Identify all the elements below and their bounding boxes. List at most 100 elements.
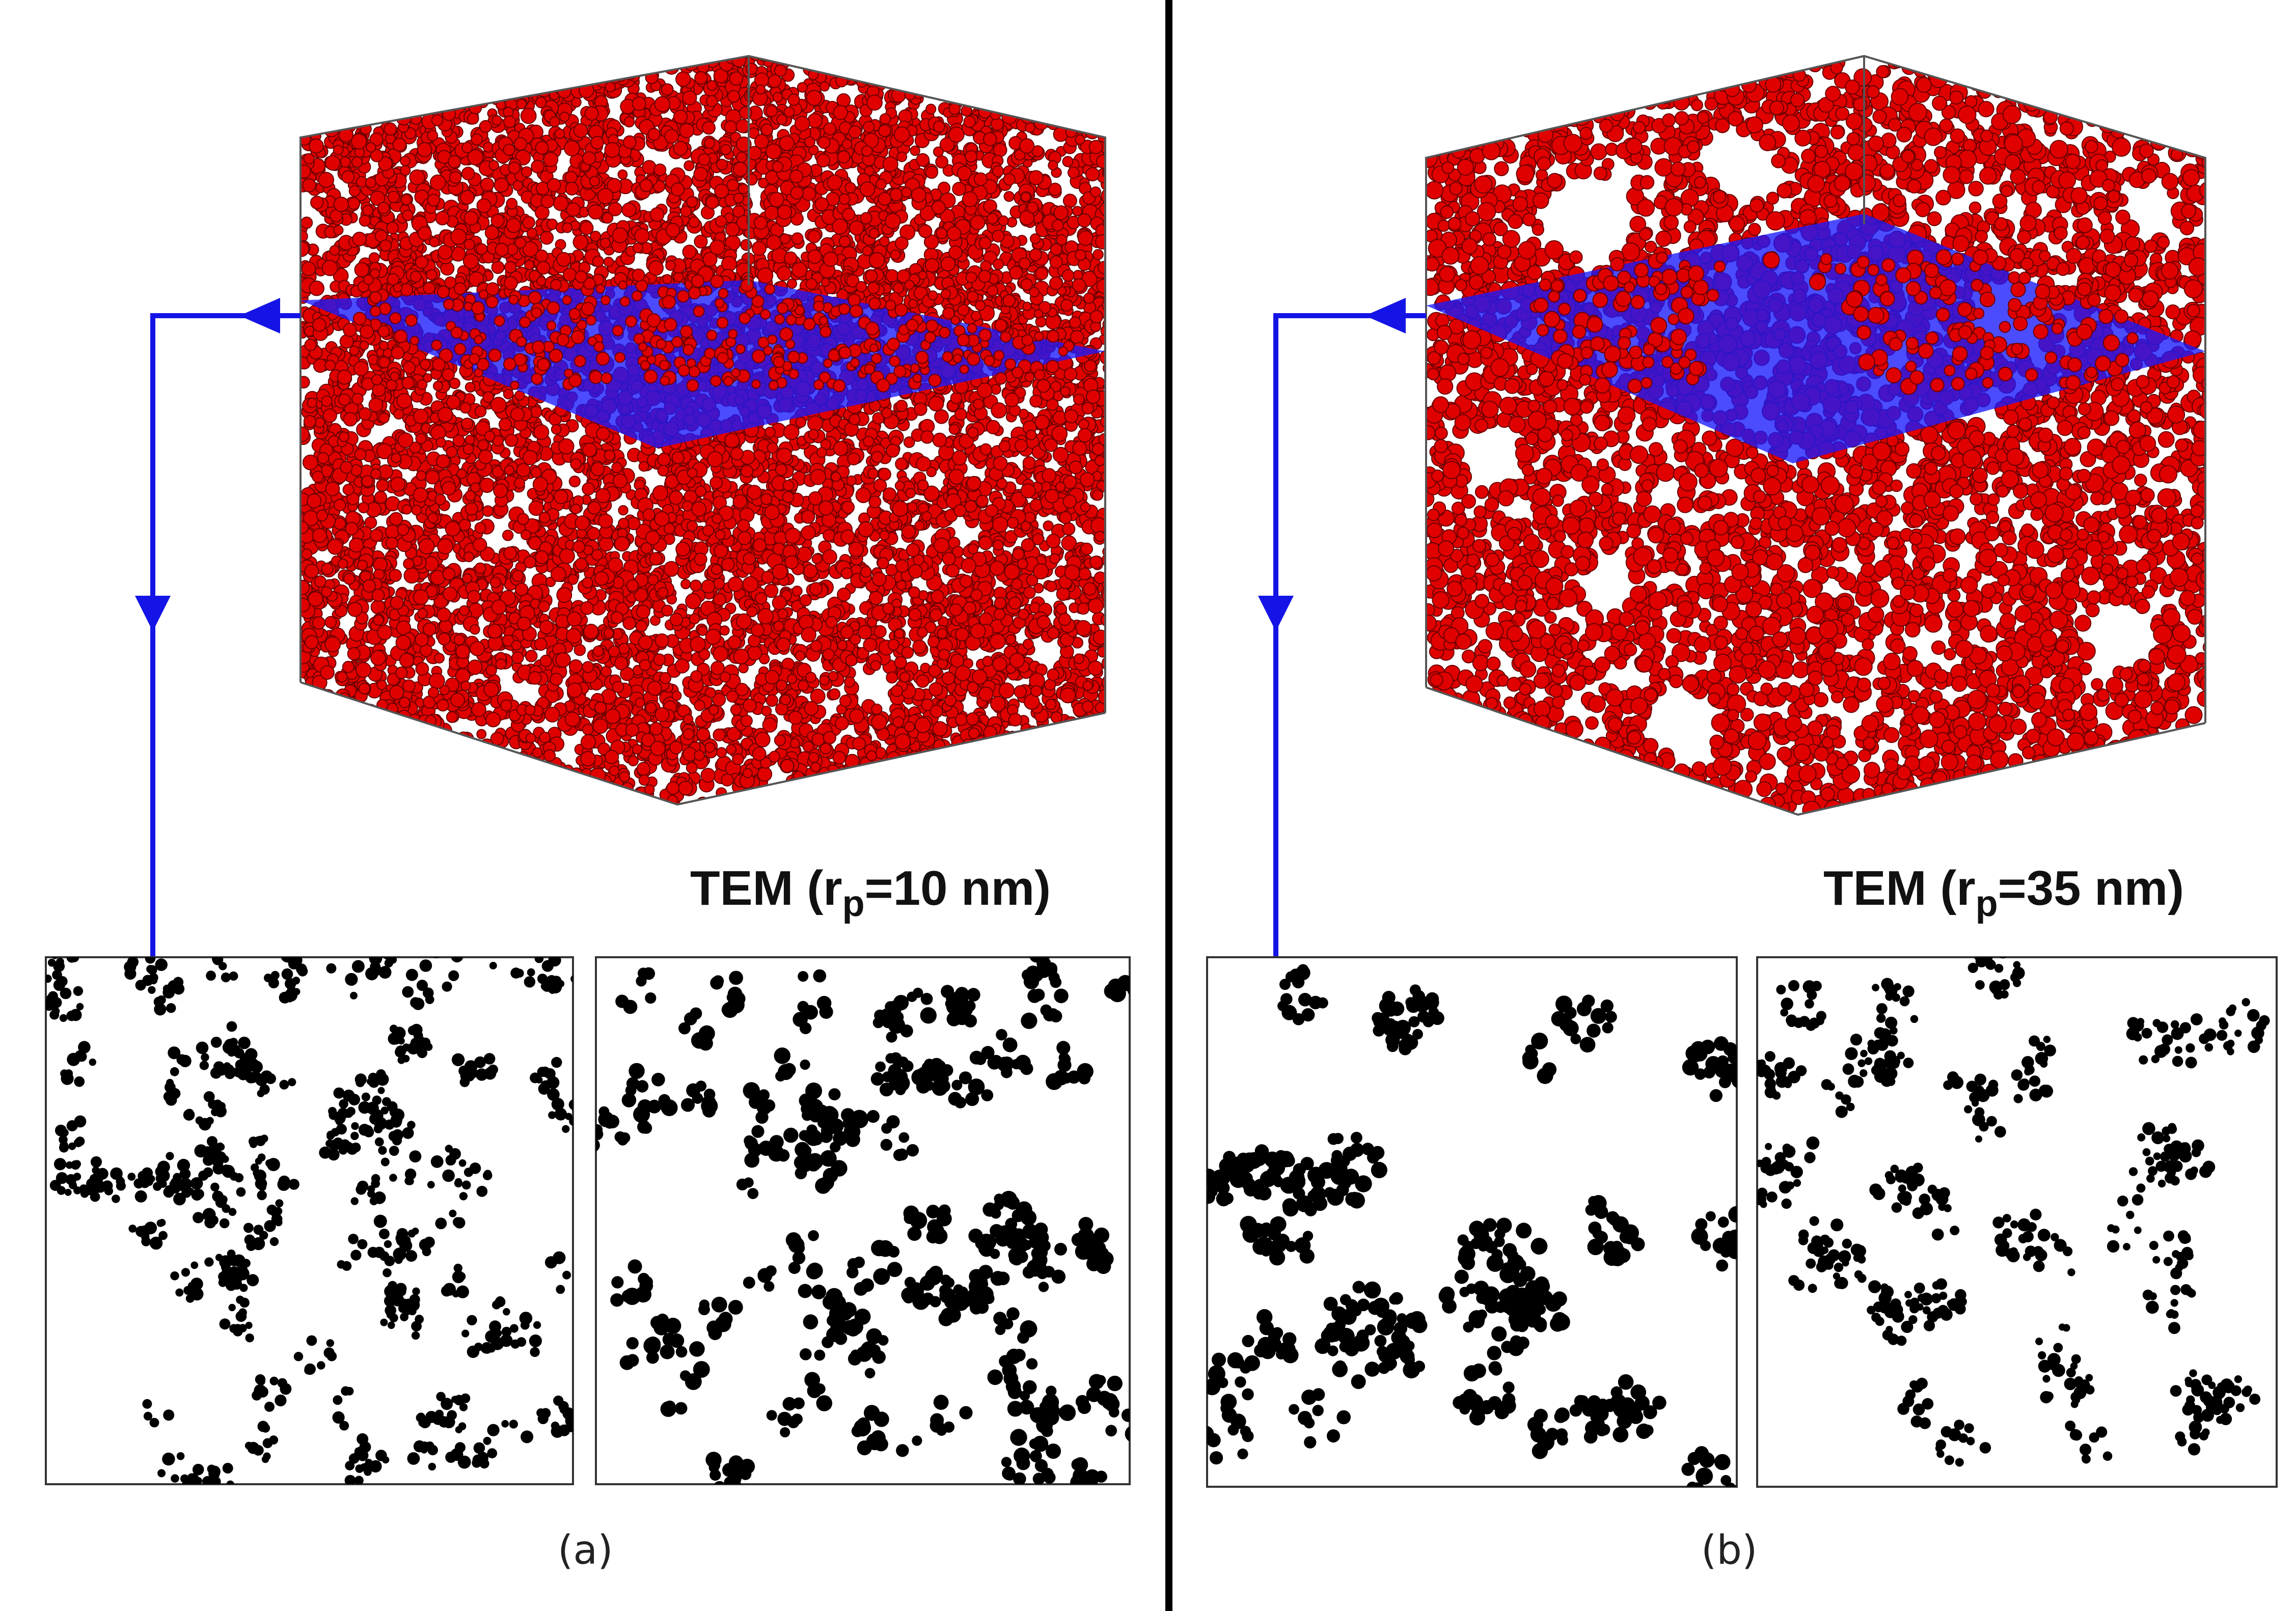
particle [482,56,499,59]
particle [368,101,380,114]
particle [1088,114,1099,125]
particle [370,719,385,733]
particle [1094,56,1105,63]
particle [326,758,343,774]
particle [918,790,928,800]
particle [999,95,1013,108]
particle [354,734,367,745]
particle [362,758,373,769]
particle [1017,87,1032,102]
particle [1014,756,1029,771]
particle [1065,723,1082,739]
particle [870,56,882,61]
particle [786,279,798,289]
particle [419,94,429,105]
particle [327,56,344,67]
particle [316,79,332,95]
particle [979,753,991,764]
particle [472,56,486,69]
particle [414,91,429,105]
particle [999,776,1010,787]
particle [1068,56,1083,65]
particle [1018,797,1033,804]
particle [377,59,392,74]
particle [413,60,424,71]
particle [1023,101,1036,114]
particle [453,745,467,758]
particle [390,722,406,738]
particle [894,656,907,669]
particle [336,719,348,731]
particle [1079,792,1095,804]
particle [979,787,995,801]
particle [1086,769,1102,785]
particle [659,56,675,57]
particle [900,56,914,61]
particle [310,56,324,60]
particle [374,716,387,728]
particle [432,760,443,770]
particle [502,530,514,541]
particle [883,70,896,83]
particle [367,790,381,804]
particle [307,97,322,113]
particle [1020,62,1033,75]
particle [1038,43,1048,52]
particle [936,764,952,781]
particle [428,58,442,72]
particle [559,786,572,798]
particle [305,727,319,741]
particle [968,40,981,53]
particle [343,412,358,427]
particle [422,56,435,57]
particle [514,798,530,804]
particle [896,74,913,91]
particle [1018,766,1032,781]
particle [300,76,310,87]
particle [878,61,890,73]
particle [1045,56,1062,60]
particle [689,613,700,625]
particle [1083,292,1095,304]
particle [963,56,979,64]
particle [457,73,470,86]
particle [806,776,817,788]
particle [353,764,368,779]
particle [1032,781,1047,795]
particle [917,57,934,73]
particle [1025,777,1038,791]
particle [617,800,631,804]
particle [323,57,335,68]
particle [1022,456,1036,470]
particle [936,759,952,775]
particle [548,74,560,86]
particle [1065,774,1077,786]
particle [964,67,975,78]
particle [723,56,740,57]
particle [319,737,332,749]
particle [359,83,372,96]
particle [1085,758,1102,774]
particle [316,787,329,800]
particle [307,77,318,89]
particle [426,737,438,749]
particle [541,799,558,804]
particle [1073,95,1086,109]
particle [505,766,516,777]
particle [522,790,536,804]
particle [1045,776,1058,790]
particle [1051,86,1068,102]
particle [558,774,569,786]
particle [1066,109,1082,125]
particle [332,40,345,53]
particle [757,766,773,782]
particle [382,728,398,743]
particle [457,755,471,769]
particle [461,752,477,768]
particle [300,709,307,720]
particle [1028,59,1045,75]
particle [362,205,374,216]
particle [606,799,623,804]
particle [585,779,602,795]
particle [544,707,560,723]
